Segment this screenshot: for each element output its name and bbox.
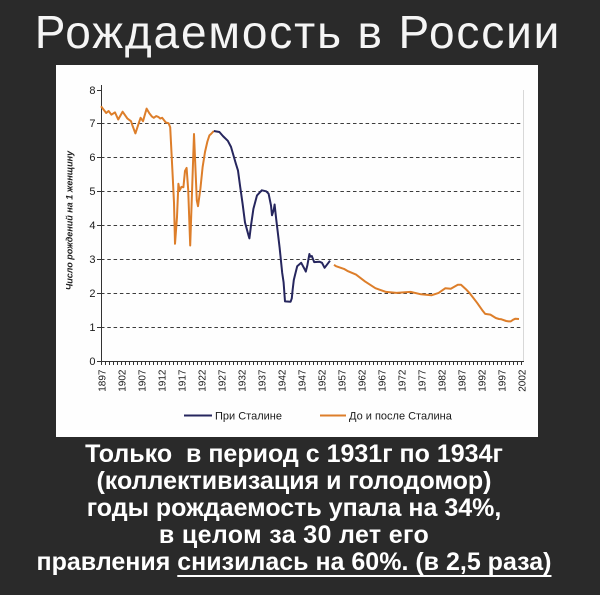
svg-text:1902: 1902: [118, 369, 129, 392]
svg-text:3: 3: [89, 254, 95, 266]
svg-text:До и после Сталина: До и после Сталина: [349, 411, 453, 423]
svg-text:1917: 1917: [178, 369, 189, 392]
svg-text:2002: 2002: [518, 369, 529, 392]
svg-text:8: 8: [89, 85, 95, 97]
svg-text:1: 1: [89, 322, 95, 334]
svg-text:6: 6: [89, 152, 95, 164]
svg-text:1967: 1967: [378, 369, 389, 392]
svg-text:1942: 1942: [278, 369, 289, 392]
svg-text:1907: 1907: [138, 369, 149, 392]
svg-text:2: 2: [89, 288, 95, 300]
svg-text:1987: 1987: [458, 369, 469, 392]
svg-text:1972: 1972: [398, 369, 409, 392]
svg-text:1957: 1957: [338, 369, 349, 392]
svg-text:1982: 1982: [438, 369, 449, 392]
svg-text:1977: 1977: [418, 369, 429, 392]
svg-text:1897: 1897: [98, 369, 109, 392]
svg-text:1952: 1952: [318, 369, 329, 392]
svg-text:Число рождений на 1 женщину: Число рождений на 1 женщину: [65, 150, 75, 290]
svg-text:1932: 1932: [238, 369, 249, 392]
svg-text:0: 0: [89, 356, 95, 368]
svg-text:1922: 1922: [198, 369, 209, 392]
svg-text:1912: 1912: [158, 369, 169, 392]
svg-text:5: 5: [89, 186, 95, 198]
svg-text:При Сталине: При Сталине: [215, 411, 282, 423]
svg-text:1927: 1927: [218, 369, 229, 392]
svg-text:7: 7: [89, 118, 95, 130]
svg-text:4: 4: [89, 220, 95, 232]
svg-text:1997: 1997: [498, 369, 509, 392]
svg-text:1992: 1992: [478, 369, 489, 392]
svg-text:1947: 1947: [298, 369, 309, 392]
svg-text:1937: 1937: [258, 369, 269, 392]
svg-text:1962: 1962: [358, 369, 369, 392]
